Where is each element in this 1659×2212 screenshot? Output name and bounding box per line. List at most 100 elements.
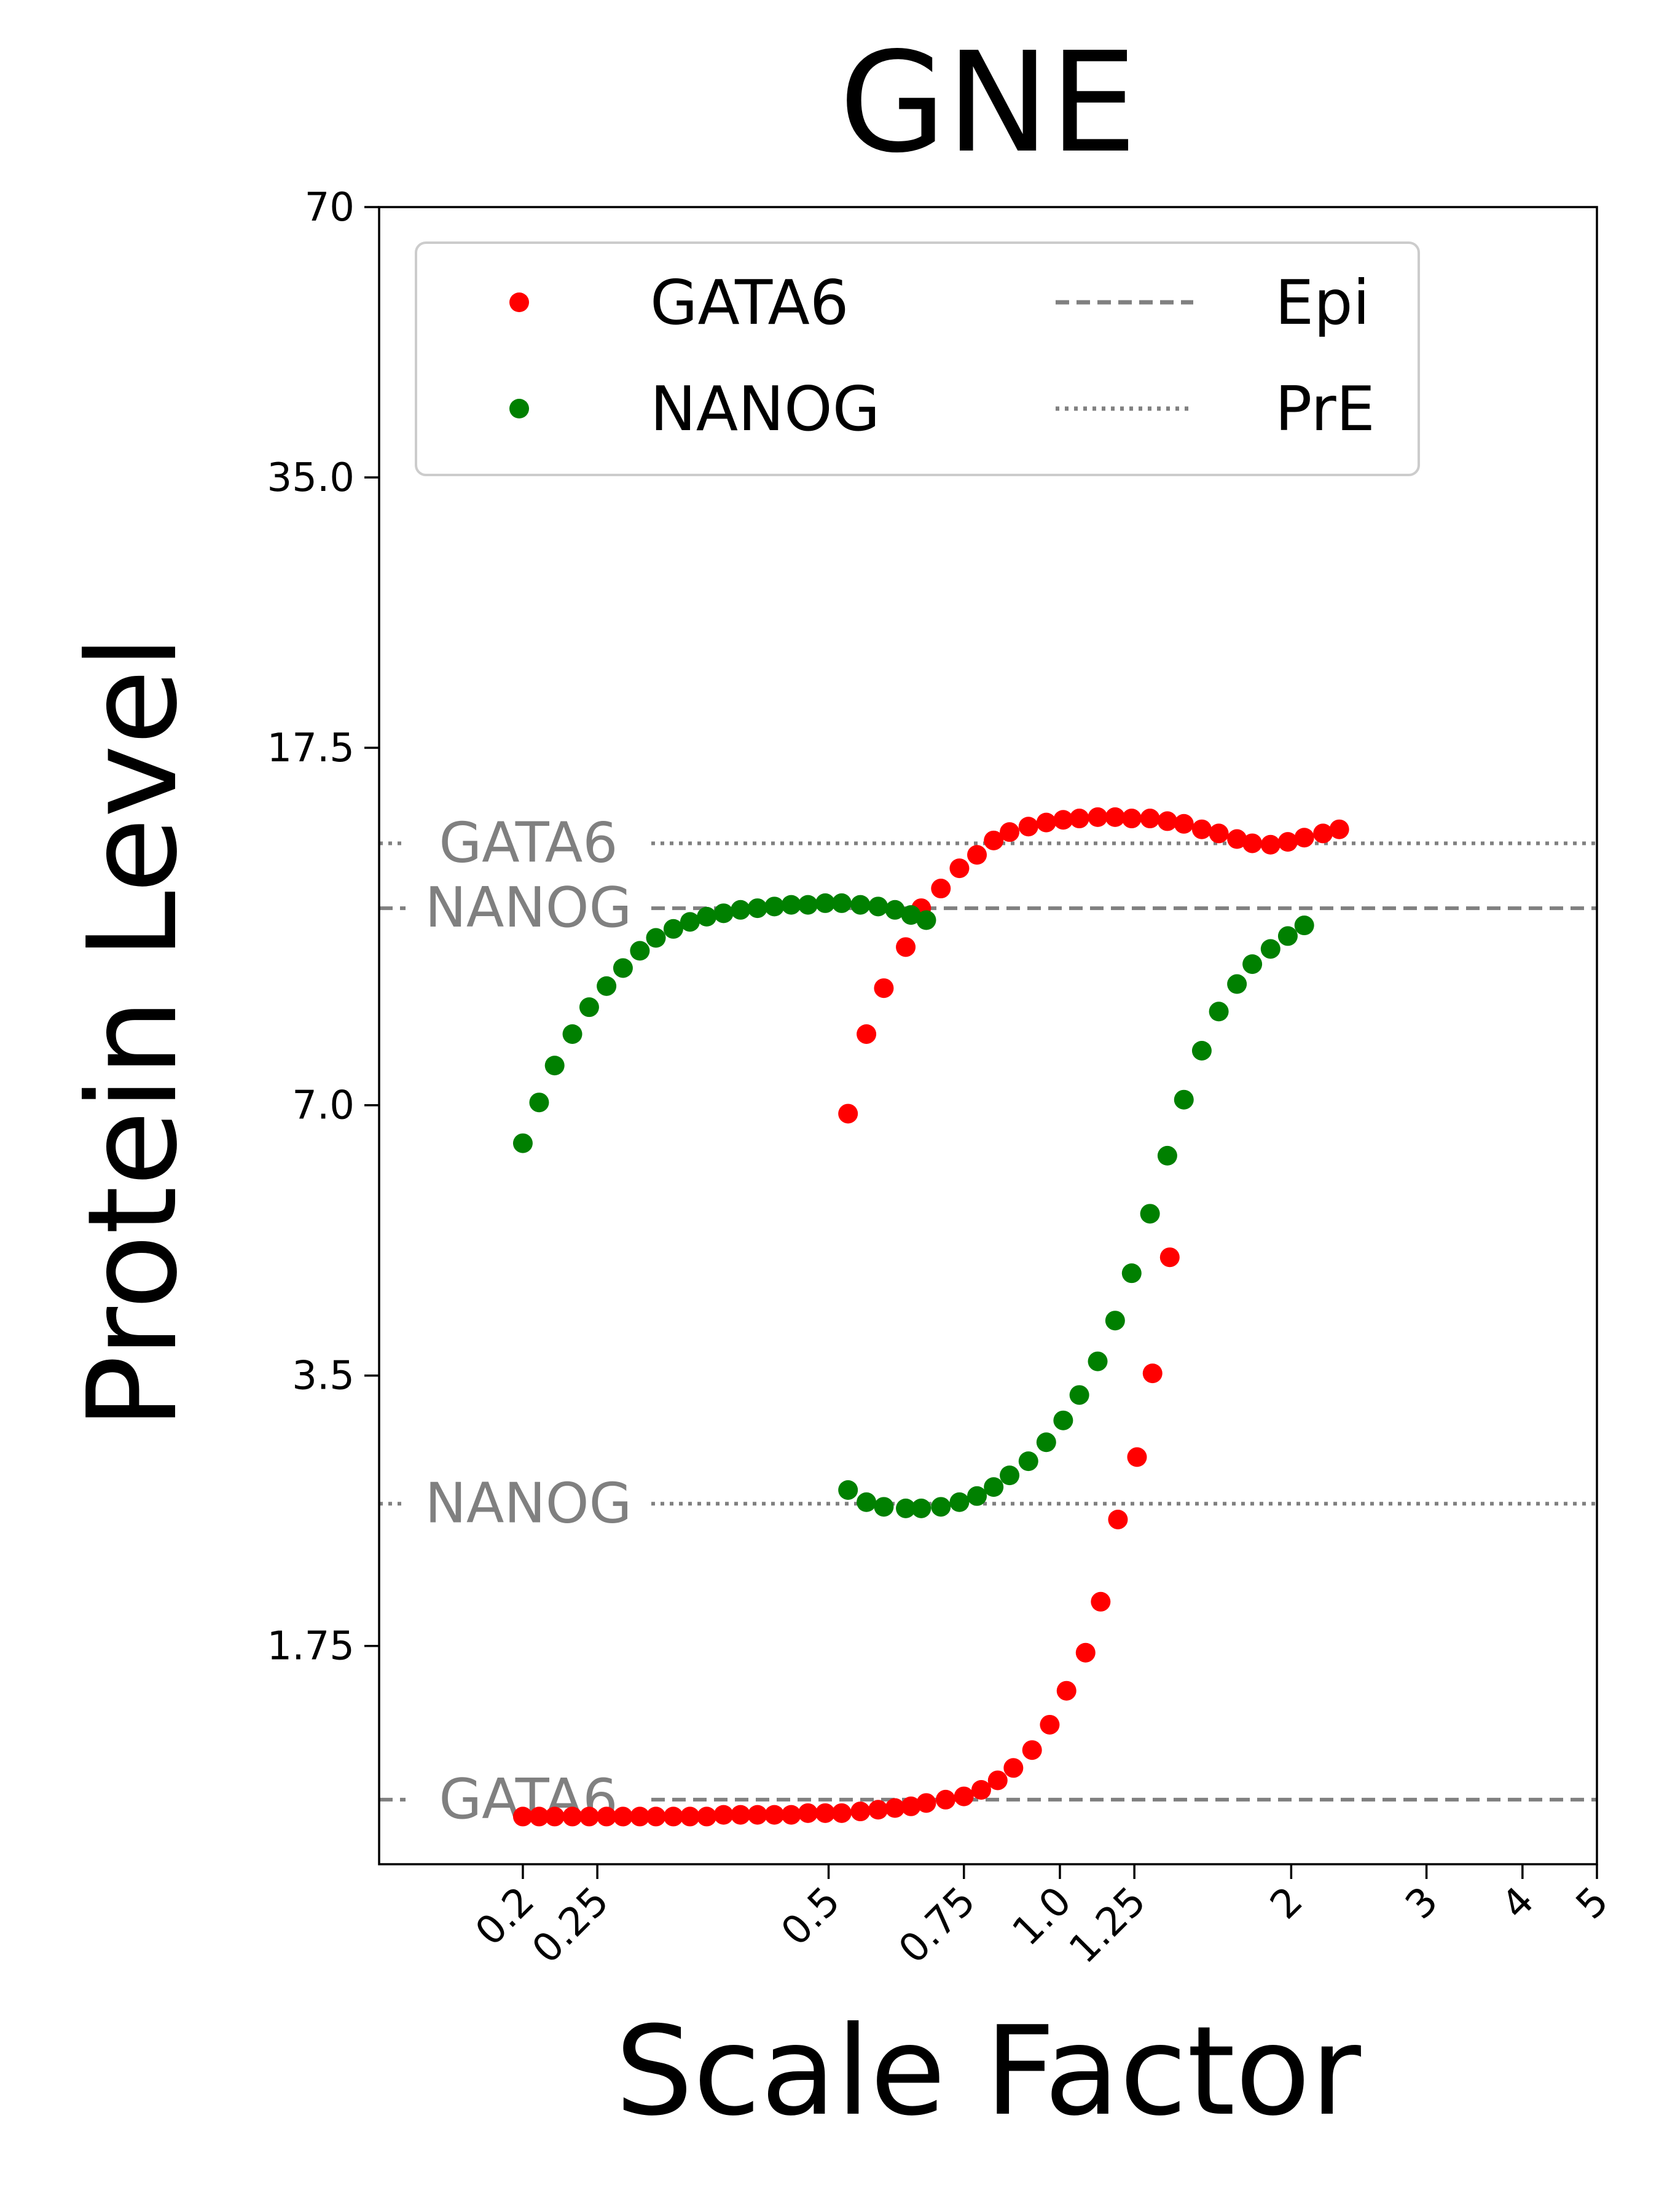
point-gata6-65 xyxy=(1294,828,1314,848)
point-gata6-16 xyxy=(781,1805,801,1825)
point-gata6-60 xyxy=(1209,823,1229,844)
point-nanog-41 xyxy=(1121,1263,1142,1284)
point-nanog-21 xyxy=(868,896,888,917)
point-nanog-47 xyxy=(1227,974,1247,994)
point-gata6-54 xyxy=(1105,807,1125,827)
point-gata6-19 xyxy=(831,1803,852,1823)
point-gata6-1 xyxy=(529,1806,549,1827)
point-nanog-43 xyxy=(1157,1145,1177,1166)
point-gata6-44 xyxy=(931,879,951,899)
point-gata6-52 xyxy=(1069,809,1089,829)
point-gata6-22 xyxy=(885,1798,905,1818)
point-gata6-67 xyxy=(1329,819,1349,839)
point-gata6-46 xyxy=(967,845,987,865)
point-gata6-32 xyxy=(1056,1681,1077,1701)
x-axis-label: Scale Factor xyxy=(615,2000,1362,2143)
point-gata6-47 xyxy=(984,830,1004,850)
point-gata6-2 xyxy=(544,1806,565,1827)
point-nanog-33 xyxy=(984,1477,1004,1497)
point-nanog-16 xyxy=(781,895,801,915)
point-nanog-48 xyxy=(1242,954,1263,975)
point-gata6-4 xyxy=(579,1806,599,1827)
point-gata6-17 xyxy=(798,1803,818,1823)
point-gata6-27 xyxy=(971,1779,991,1800)
point-nanog-13 xyxy=(731,900,751,920)
point-gata6-51 xyxy=(1053,810,1073,830)
point-nanog-50 xyxy=(1277,926,1298,946)
point-nanog-3 xyxy=(562,1024,582,1044)
legend-label-pre: PrE xyxy=(1275,373,1375,445)
point-nanog-2 xyxy=(544,1056,565,1076)
legend: GATA6 NANOG Epi PrE xyxy=(415,241,1420,476)
point-nanog-11 xyxy=(697,906,717,927)
point-gata6-39 xyxy=(838,1104,858,1124)
y-tick-label-3.5: 3.5 xyxy=(292,1354,355,1399)
legend-marker-gata6 xyxy=(509,292,529,312)
point-gata6-28 xyxy=(987,1770,1008,1790)
point-gata6-49 xyxy=(1018,817,1038,837)
point-nanog-39 xyxy=(1088,1351,1108,1371)
point-gata6-45 xyxy=(949,858,970,879)
point-gata6-14 xyxy=(747,1805,767,1825)
point-gata6-41 xyxy=(874,978,894,998)
y-tick-label-7.0: 7.0 xyxy=(292,1083,355,1129)
point-gata6-20 xyxy=(850,1802,871,1822)
point-gata6-38 xyxy=(1159,1247,1180,1268)
point-gata6-26 xyxy=(954,1786,974,1806)
point-nanog-38 xyxy=(1069,1385,1089,1405)
point-gata6-40 xyxy=(857,1024,877,1044)
point-gata6-7 xyxy=(630,1806,650,1827)
y-axis-ticks: 70 35.0 17.5 7.0 3.5 1.75 xyxy=(267,185,379,1669)
point-nanog-19 xyxy=(831,893,852,913)
legend-label-epi: Epi xyxy=(1275,267,1370,339)
point-gata6-53 xyxy=(1088,807,1108,827)
point-gata6-50 xyxy=(1036,812,1056,833)
point-gata6-8 xyxy=(646,1806,666,1827)
point-gata6-42 xyxy=(896,937,916,957)
point-nanog-31 xyxy=(949,1492,970,1512)
legend-label-nanog: NANOG xyxy=(650,373,880,445)
point-nanog-23 xyxy=(901,905,921,925)
point-gata6-24 xyxy=(916,1793,936,1813)
ref-line-pre-nanog-label: NANOG xyxy=(425,1471,632,1535)
point-nanog-46 xyxy=(1209,1002,1229,1022)
y-tick-label-1.75: 1.75 xyxy=(267,1624,355,1669)
point-gata6-57 xyxy=(1157,811,1177,831)
point-nanog-51 xyxy=(1294,916,1314,936)
point-gata6-34 xyxy=(1091,1591,1111,1612)
point-gata6-56 xyxy=(1140,809,1160,829)
point-nanog-25 xyxy=(838,1480,858,1500)
point-nanog-7 xyxy=(630,941,650,961)
point-gata6-3 xyxy=(562,1806,582,1827)
point-gata6-0 xyxy=(512,1806,533,1827)
point-nanog-40 xyxy=(1105,1311,1125,1331)
point-gata6-59 xyxy=(1191,819,1212,839)
plot-frame xyxy=(378,206,1598,1865)
point-gata6-64 xyxy=(1277,832,1298,852)
point-nanog-14 xyxy=(747,898,767,919)
ref-line-epi-nanog-label: NANOG xyxy=(425,876,632,940)
point-nanog-10 xyxy=(680,912,700,932)
point-nanog-12 xyxy=(713,903,734,924)
point-nanog-24 xyxy=(916,910,936,930)
point-nanog-32 xyxy=(967,1486,987,1506)
point-nanog-44 xyxy=(1174,1089,1194,1110)
point-gata6-48 xyxy=(1000,822,1020,842)
point-gata6-58 xyxy=(1174,814,1194,834)
point-gata6-6 xyxy=(613,1806,633,1827)
point-gata6-10 xyxy=(680,1806,700,1827)
point-gata6-18 xyxy=(815,1803,836,1823)
point-gata6-30 xyxy=(1022,1740,1042,1760)
point-gata6-35 xyxy=(1108,1509,1128,1529)
legend-marker-nanog xyxy=(509,399,529,418)
point-nanog-5 xyxy=(597,976,617,996)
point-gata6-5 xyxy=(597,1806,617,1827)
point-nanog-1 xyxy=(529,1092,549,1113)
point-gata6-9 xyxy=(663,1806,683,1827)
point-nanog-18 xyxy=(815,893,836,913)
point-nanog-9 xyxy=(663,919,683,939)
point-gata6-55 xyxy=(1121,809,1142,829)
point-nanog-42 xyxy=(1140,1204,1160,1224)
